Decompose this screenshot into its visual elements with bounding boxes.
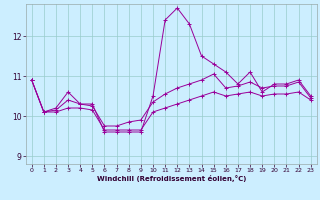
X-axis label: Windchill (Refroidissement éolien,°C): Windchill (Refroidissement éolien,°C)	[97, 175, 246, 182]
